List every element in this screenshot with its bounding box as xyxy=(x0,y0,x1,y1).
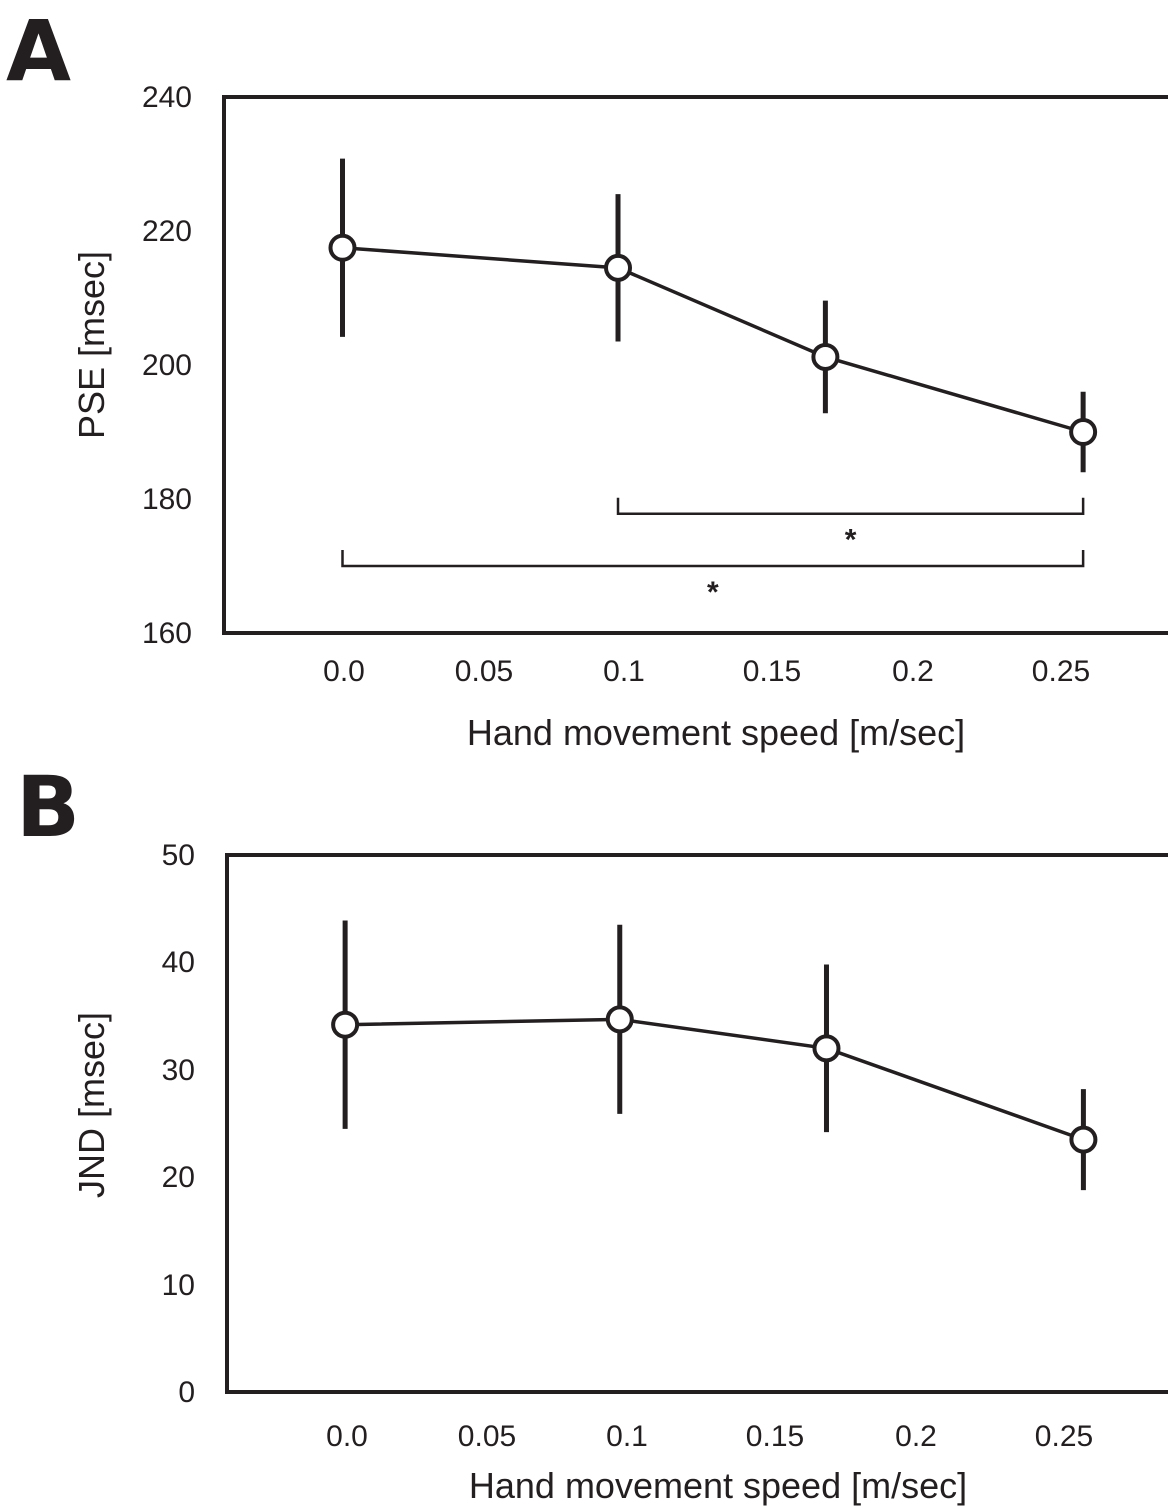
plot-frame-a xyxy=(222,95,1168,635)
x-tick-b-5: 0.25 xyxy=(1035,1420,1093,1453)
x-tick-a-4: 0.2 xyxy=(892,655,934,688)
y-tick-b-2: 30 xyxy=(162,1054,195,1087)
significance-label-a-0: * xyxy=(845,524,857,557)
y-tick-b-4: 10 xyxy=(162,1269,195,1302)
panel-label-a: A xyxy=(6,2,71,100)
significance-bracket-a-1 xyxy=(341,550,1085,568)
y-tick-a-4: 160 xyxy=(142,617,192,650)
y-tick-a-3: 180 xyxy=(142,483,192,516)
y-tick-b-0: 50 xyxy=(162,839,195,872)
plot-frame-b xyxy=(225,853,1168,1394)
x-tick-b-3: 0.15 xyxy=(746,1420,804,1453)
x-tick-a-2: 0.1 xyxy=(603,655,645,688)
data-marks-a: ** xyxy=(328,158,1098,609)
x-tick-labels-b: 0.0 0.05 0.1 0.15 0.2 0.25 xyxy=(326,1420,1093,1453)
significance-bracket-a-0 xyxy=(616,497,1085,515)
y-tick-a-0: 240 xyxy=(142,81,192,114)
x-tick-labels-a: 0.0 0.05 0.1 0.15 0.2 0.25 xyxy=(323,655,1090,688)
panel-a: A 240 220 200 180 160 0.0 0.05 0.1 0.15 … xyxy=(6,2,1168,753)
data-point-a-2 xyxy=(811,342,840,371)
data-marks-b xyxy=(331,920,1098,1191)
x-tick-b-2: 0.1 xyxy=(606,1420,648,1453)
x-tick-a-3: 0.15 xyxy=(743,655,801,688)
y-axis-label-b: JND [msec] xyxy=(71,1012,112,1198)
data-point-a-0 xyxy=(328,233,357,262)
y-tick-a-1: 220 xyxy=(142,215,192,248)
y-tick-b-1: 40 xyxy=(162,946,195,979)
significance-label-a-1: * xyxy=(707,576,719,609)
series-line-b xyxy=(345,1017,1084,1142)
x-axis-label-a: Hand movement speed [m/sec] xyxy=(467,712,965,753)
x-tick-a-5: 0.25 xyxy=(1032,655,1090,688)
data-point-a-3 xyxy=(1069,418,1098,446)
x-tick-b-0: 0.0 xyxy=(326,1420,368,1453)
y-tick-labels-a: 240 220 200 180 160 xyxy=(142,81,192,650)
series-line-a xyxy=(342,246,1084,434)
y-axis-label-a: PSE [msec] xyxy=(71,251,112,439)
y-tick-b-5: 0 xyxy=(178,1376,195,1409)
x-tick-a-1: 0.05 xyxy=(455,655,513,688)
data-point-b-0 xyxy=(331,1010,360,1039)
panel-b: B 50 40 30 20 10 0 0.0 0.05 0.1 0.15 0.2… xyxy=(16,758,1168,1506)
data-point-b-2 xyxy=(812,1034,841,1063)
data-point-b-1 xyxy=(605,1005,634,1034)
data-point-b-3 xyxy=(1069,1125,1098,1154)
y-tick-a-2: 200 xyxy=(142,349,192,382)
y-tick-labels-b: 50 40 30 20 10 0 xyxy=(162,839,195,1409)
x-axis-label-b: Hand movement speed [m/sec] xyxy=(469,1465,967,1506)
data-point-a-1 xyxy=(604,253,633,282)
x-tick-a-0: 0.0 xyxy=(323,655,365,688)
x-tick-b-1: 0.05 xyxy=(458,1420,516,1453)
x-tick-b-4: 0.2 xyxy=(895,1420,937,1453)
y-tick-b-3: 20 xyxy=(162,1161,195,1194)
panel-label-b: B xyxy=(16,758,80,856)
